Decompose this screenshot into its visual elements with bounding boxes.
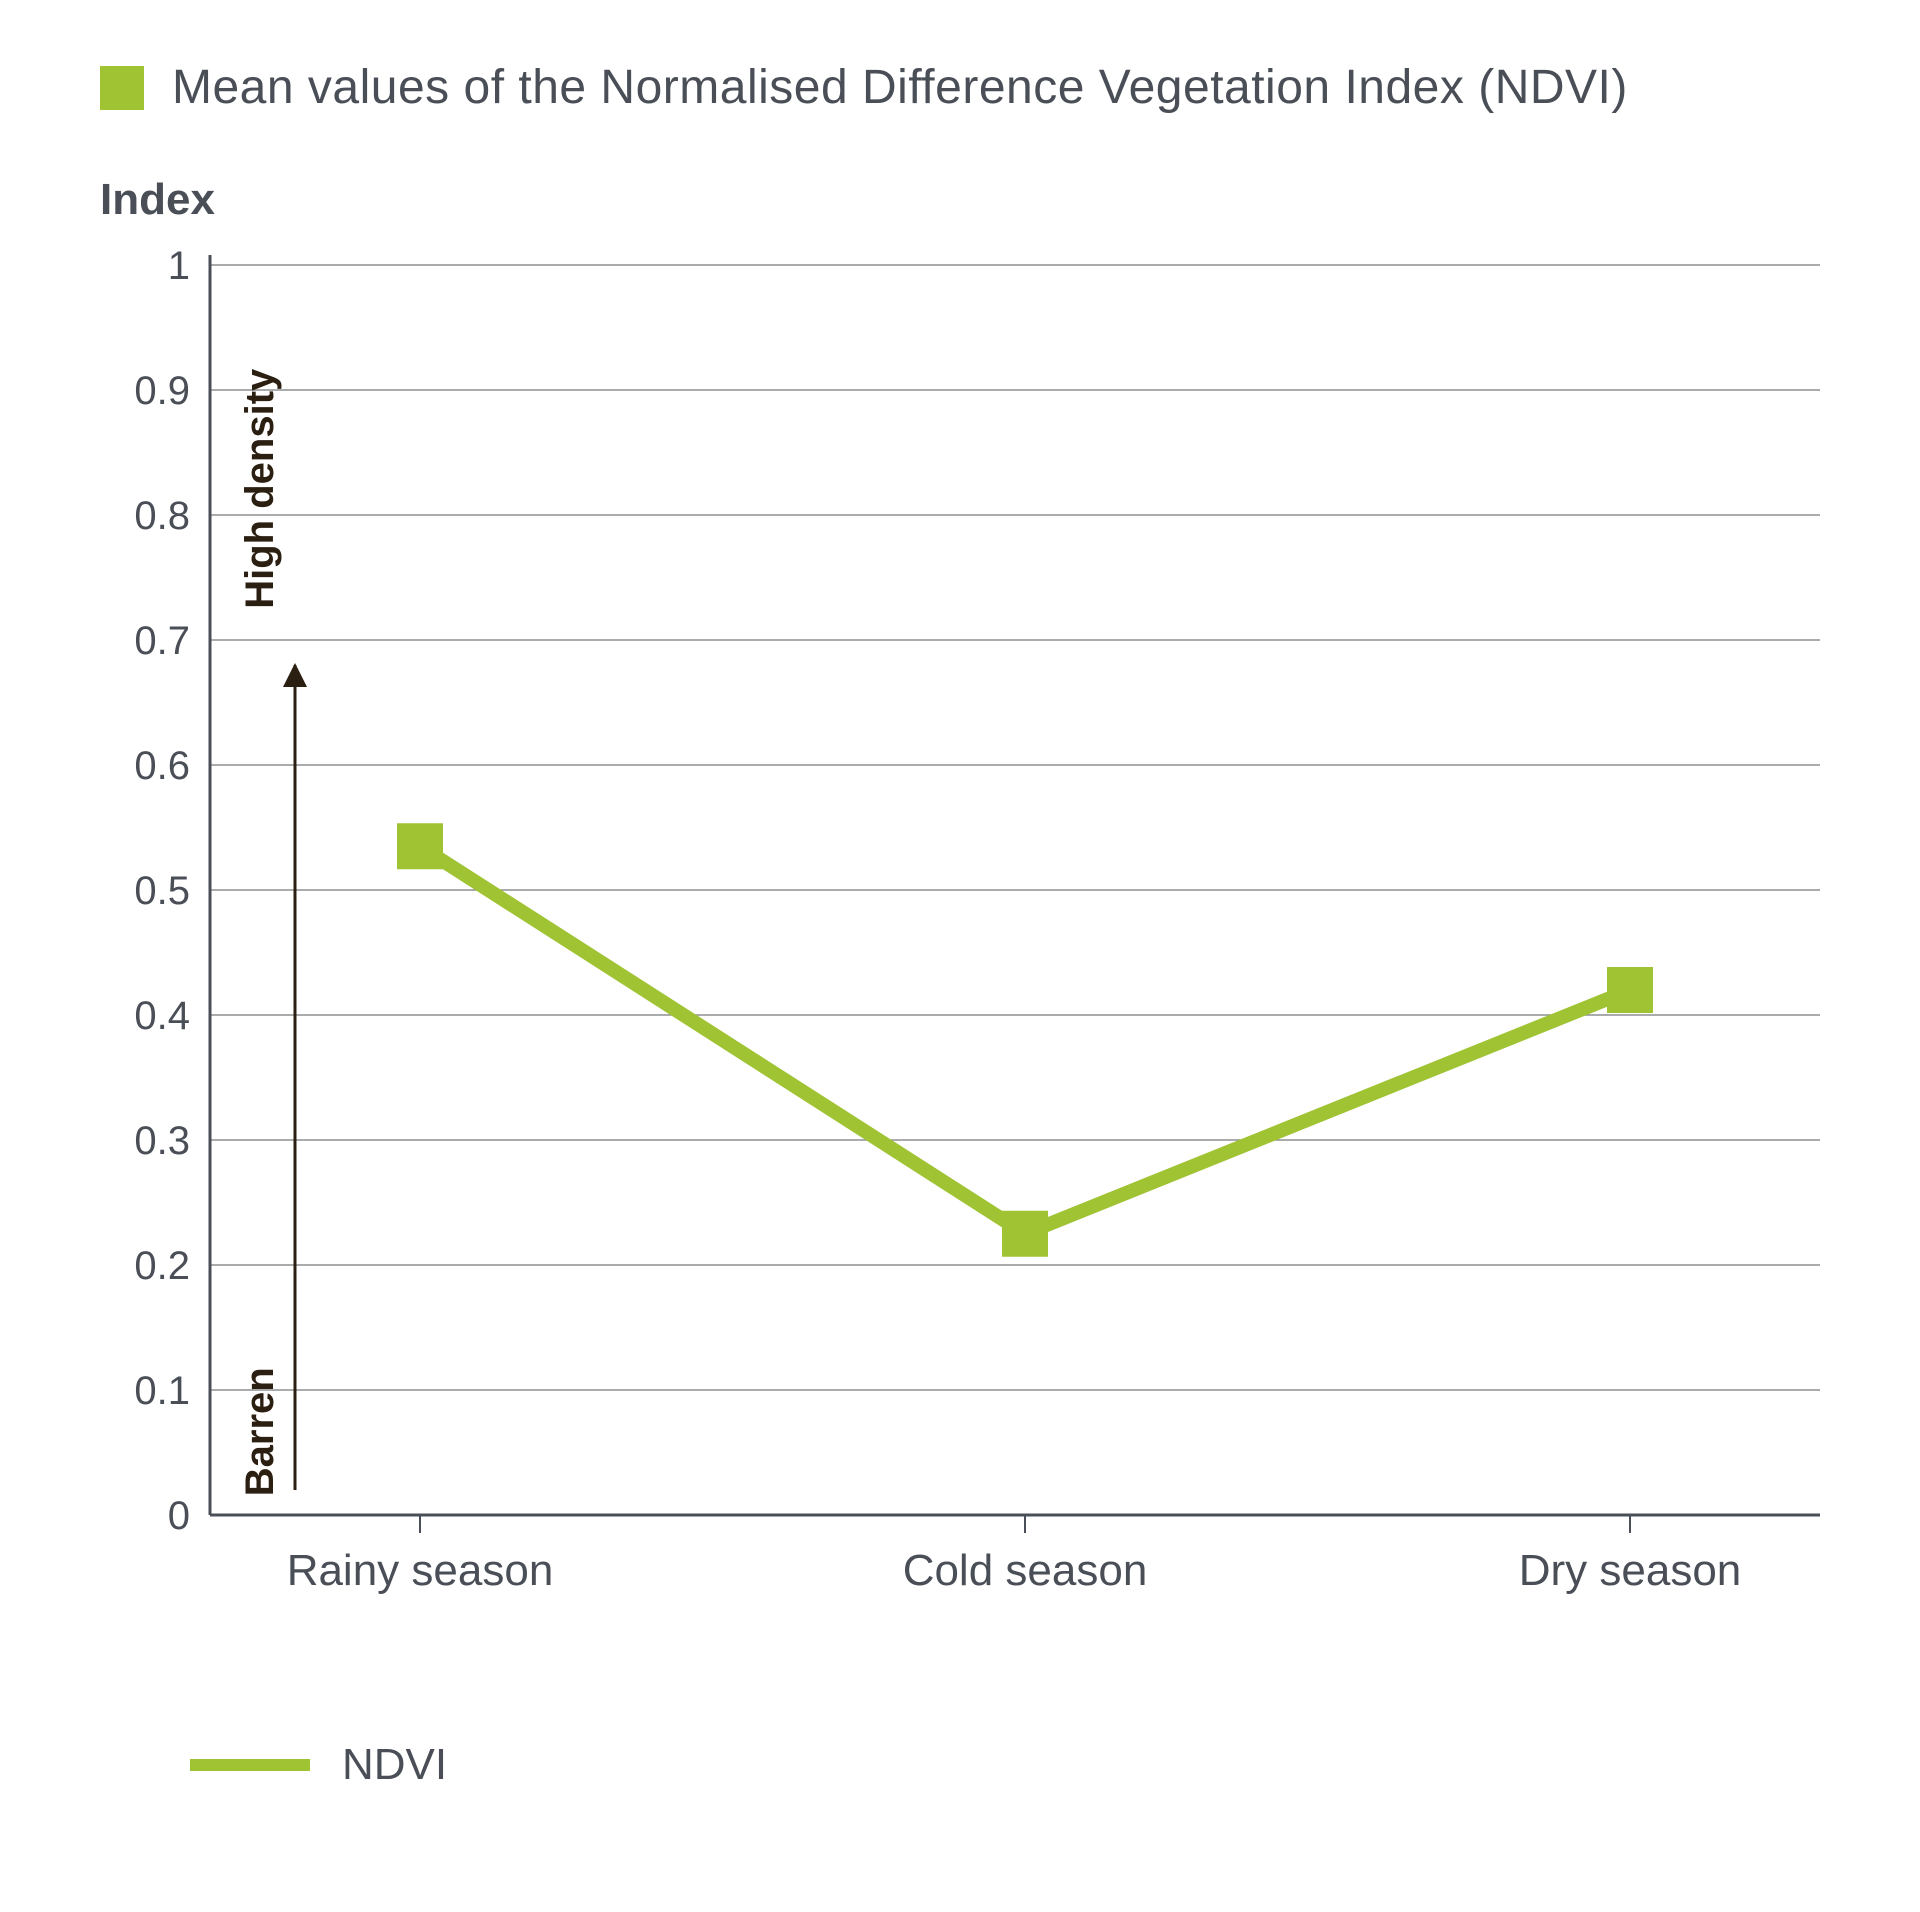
data-marker <box>397 823 443 869</box>
annotation-label-low: Barren <box>238 1367 282 1496</box>
title-swatch <box>100 66 144 110</box>
chart-area: 0 0.1 0.2 0.3 0.4 0.5 0.6 0.7 0.8 0.9 1 Rainy seaso… <box>100 245 1840 1670</box>
y-tick-label: 0 <box>168 1494 190 1538</box>
y-axis-label: Index <box>100 175 1840 225</box>
y-tick-label: 0.9 <box>134 369 190 413</box>
y-tick-label: 0.7 <box>134 619 190 663</box>
annotation-arrowhead <box>283 663 307 687</box>
y-tick-label: 0.6 <box>134 744 190 788</box>
legend-label: NDVI <box>342 1740 447 1790</box>
data-marker <box>1002 1211 1048 1257</box>
chart-title: Mean values of the Normalised Difference… <box>172 60 1628 115</box>
chart-title-row: Mean values of the Normalised Difference… <box>100 60 1840 115</box>
y-tick-label: 0.5 <box>134 869 190 913</box>
y-tick-label: 0.8 <box>134 494 190 538</box>
y-tick-label: 0.2 <box>134 1244 190 1288</box>
y-tick-label: 0.4 <box>134 994 190 1038</box>
legend-line <box>190 1759 310 1771</box>
y-tick-label: 0.1 <box>134 1369 190 1413</box>
data-marker <box>1607 967 1653 1013</box>
x-tick-label: Cold season <box>903 1546 1148 1595</box>
legend: NDVI <box>190 1740 1840 1790</box>
annotation-label-high: High density <box>238 368 282 609</box>
line-chart-svg: 0 0.1 0.2 0.3 0.4 0.5 0.6 0.7 0.8 0.9 1 Rainy seaso… <box>100 245 1830 1665</box>
series-line <box>420 846 1630 1234</box>
x-tick-label: Dry season <box>1519 1546 1742 1595</box>
page: Mean values of the Normalised Difference… <box>0 0 1920 1912</box>
y-tick-label: 0.3 <box>134 1119 190 1163</box>
y-tick-label: 1 <box>168 245 190 288</box>
x-tick-label: Rainy season <box>287 1546 554 1595</box>
